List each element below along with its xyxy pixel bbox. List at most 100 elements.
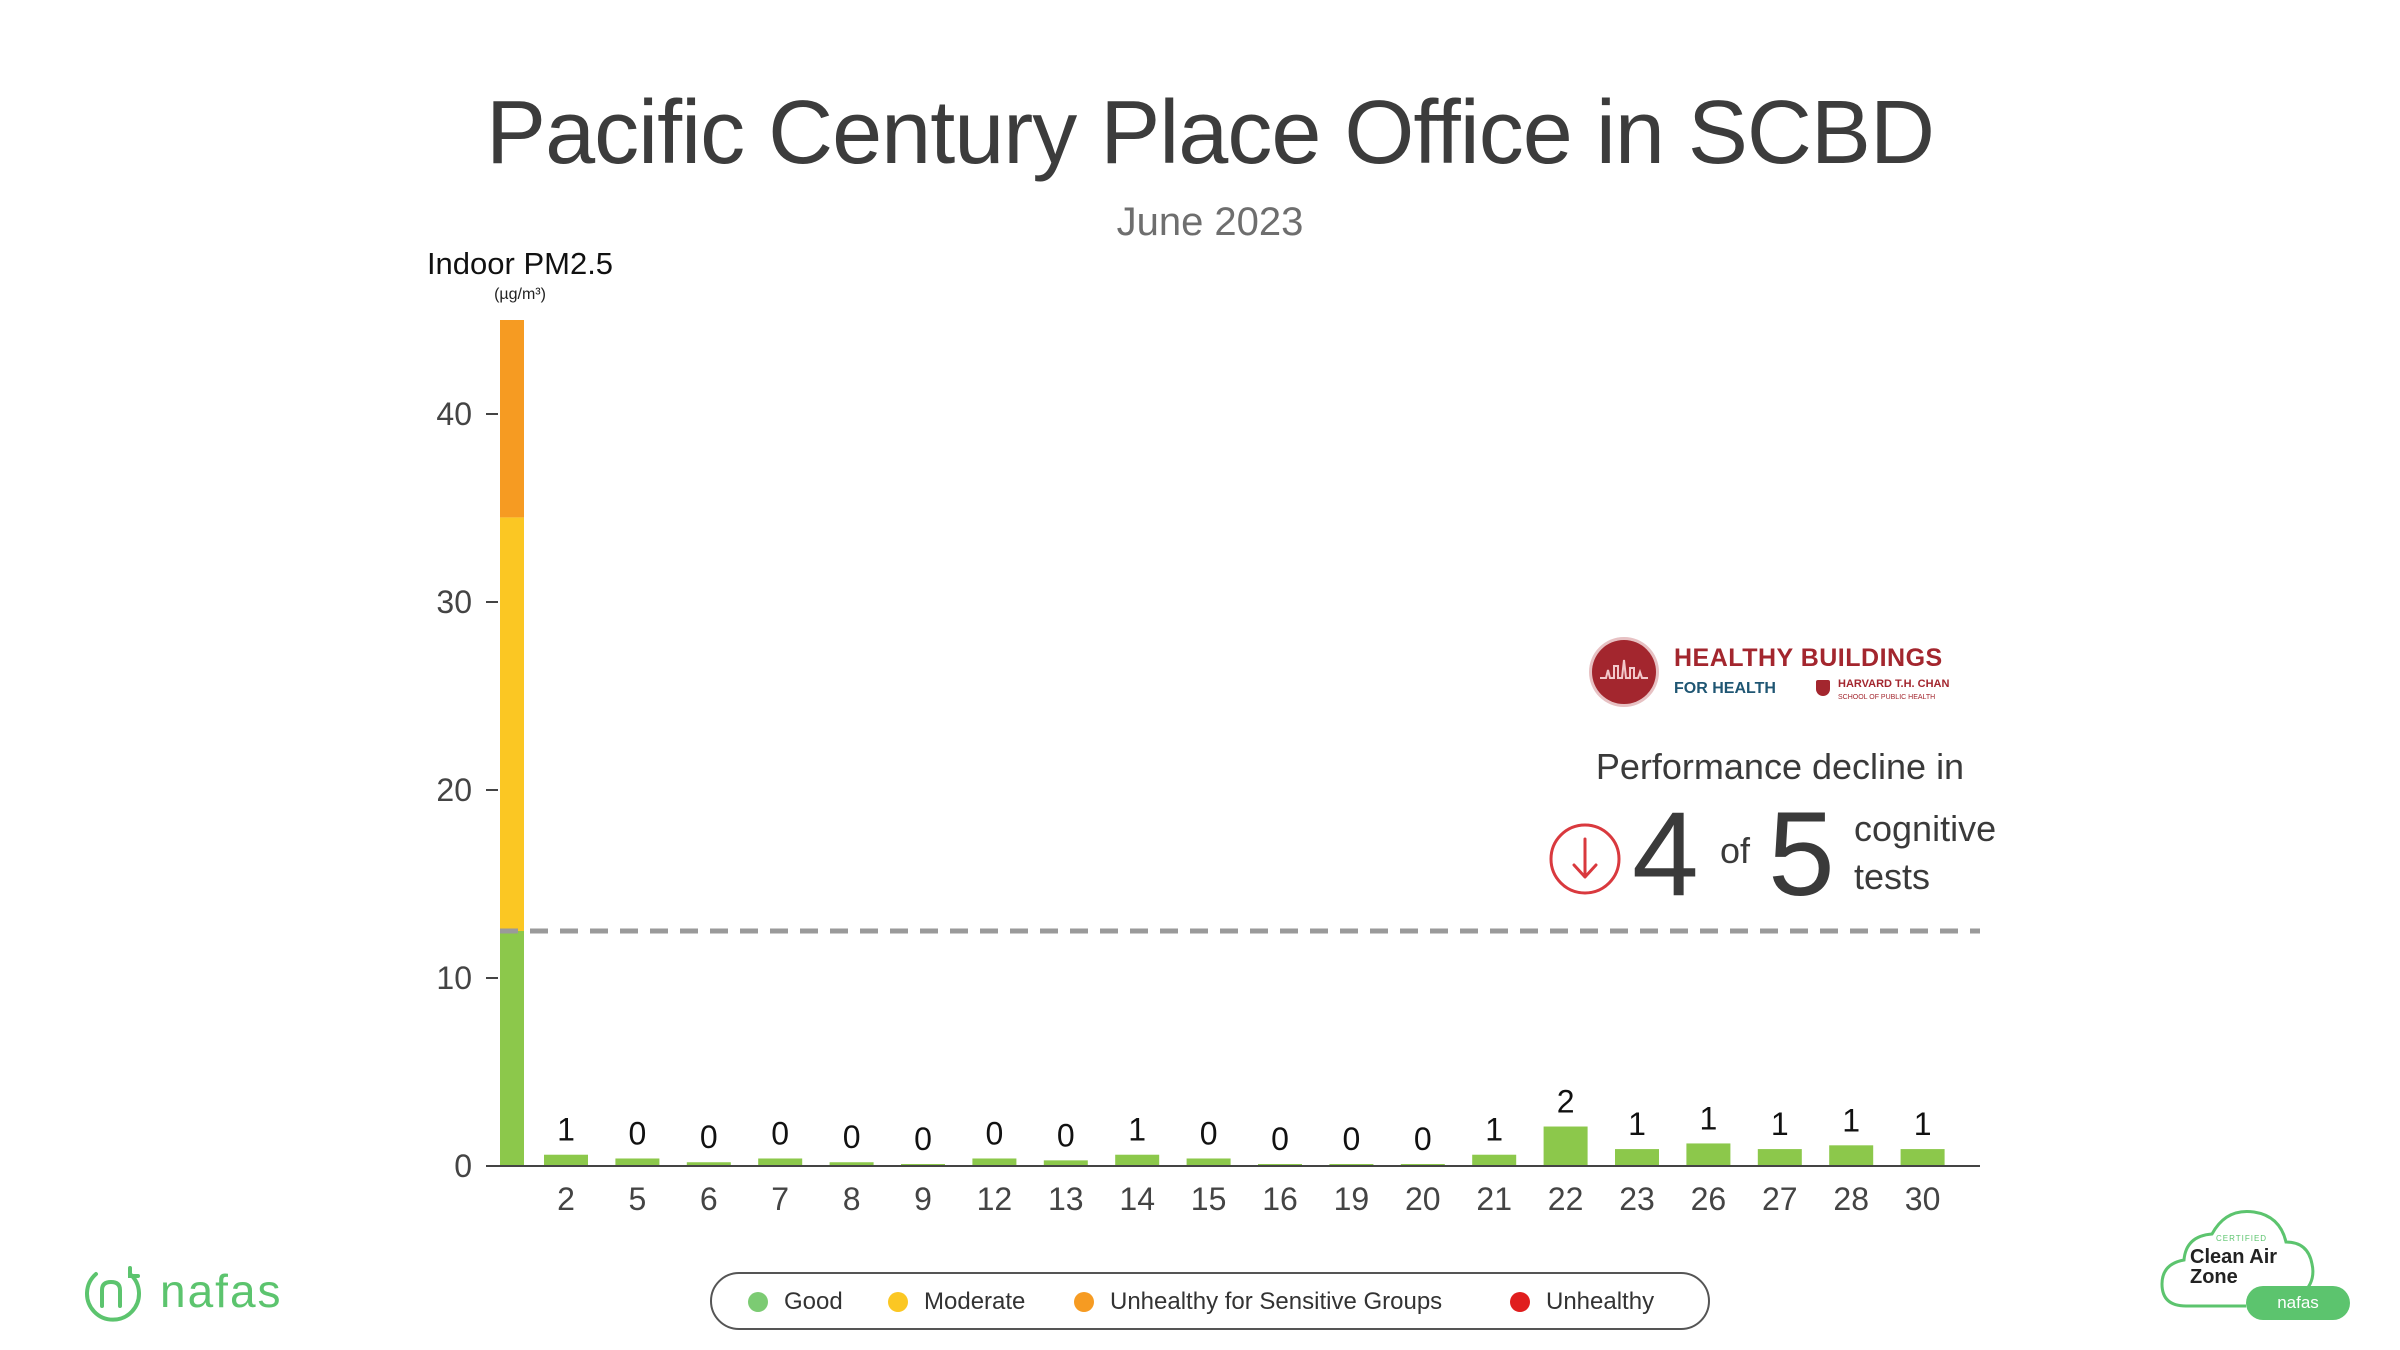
nafas-wordmark: nafas (160, 1265, 283, 1317)
bar-26 (1686, 1143, 1731, 1166)
legend-dot-unhealthy (1510, 1292, 1530, 1312)
data-label-30: 1 (1914, 1106, 1932, 1142)
data-label-13: 0 (1057, 1117, 1075, 1153)
bar-22 (1543, 1126, 1588, 1166)
data-label-8: 0 (843, 1119, 861, 1155)
bar-8 (829, 1162, 874, 1166)
data-label-2: 1 (557, 1112, 575, 1148)
hh-subtitle: FOR HEALTH (1674, 680, 1776, 697)
nafas-brand: nafas (78, 1262, 338, 1326)
badge-pill: nafas (2246, 1286, 2350, 1320)
data-label-20: 0 (1414, 1121, 1432, 1157)
x-tick-label-26: 26 (1691, 1181, 1727, 1217)
legend-dot-moderate (888, 1292, 908, 1312)
bar-28 (1829, 1145, 1874, 1166)
legend-item-unhealthy: Unhealthy (1510, 1288, 1654, 1316)
x-tick-label-28: 28 (1833, 1181, 1869, 1217)
legend-item-good: Good (748, 1288, 843, 1316)
bar-15 (1186, 1158, 1231, 1166)
x-tick-label-2: 2 (557, 1181, 575, 1217)
performance-of: of (1720, 830, 1751, 871)
data-label-27: 1 (1771, 1106, 1789, 1142)
legend-dot-good (748, 1292, 768, 1312)
y-tick-label-0: 0 (454, 1148, 472, 1184)
performance-count: 4 (1632, 787, 1699, 921)
legend-label-usg: Unhealthy for Sensitive Groups (1110, 1288, 1443, 1315)
stacked-bar-segment-0 (500, 931, 524, 1166)
performance-total: 5 (1768, 787, 1835, 921)
legend-label-unhealthy: Unhealthy (1546, 1288, 1655, 1315)
data-label-15: 0 (1200, 1115, 1218, 1151)
x-tick-label-30: 30 (1905, 1181, 1941, 1217)
data-label-5: 0 (629, 1115, 647, 1151)
harvard-school: SCHOOL OF PUBLIC HEALTH (1838, 694, 1936, 701)
data-label-7: 0 (771, 1115, 789, 1151)
performance-title: Performance decline in (1595, 746, 1965, 787)
legend-label-moderate: Moderate (924, 1288, 1026, 1315)
x-tick-label-15: 15 (1191, 1181, 1227, 1217)
harvard-name: HARVARD T.H. CHAN (1838, 678, 1950, 690)
cloud-icon (2160, 1209, 2315, 1308)
y-tick-label-20: 20 (436, 772, 472, 808)
page-title: Pacific Century Place Office in SCBD (486, 83, 1935, 183)
data-label-22: 2 (1557, 1084, 1575, 1120)
y-tick-label-30: 30 (436, 584, 472, 620)
nafas-logo-icon (85, 1266, 141, 1322)
x-tick-label-19: 19 (1334, 1181, 1370, 1217)
clean-air-zone-badge: CERTIFIED Clean Air Zone nafas (2156, 1202, 2352, 1332)
performance-unit-line1: cognitive (1854, 808, 1997, 849)
data-label-12: 0 (986, 1115, 1004, 1151)
x-tick-label-14: 14 (1119, 1181, 1155, 1217)
performance-unit-line2: tests (1854, 856, 1931, 897)
x-tick-label-27: 27 (1762, 1181, 1798, 1217)
legend-label-good: Good (784, 1288, 843, 1315)
harvard-shield-icon (1816, 680, 1830, 696)
hh-title: HEALTHY BUILDINGS (1674, 644, 1943, 672)
legend-dot-usg (1074, 1292, 1094, 1312)
bar-27 (1757, 1149, 1802, 1166)
bar-21 (1472, 1154, 1517, 1166)
y-axis-label: Indoor PM2.5 (426, 246, 614, 281)
legend-item-moderate: Moderate (888, 1288, 1025, 1316)
bar-12 (972, 1158, 1017, 1166)
healthy-buildings-logo: HEALTHY BUILDINGS FOR HEALTH HARVARD T.H… (1592, 636, 1972, 712)
data-label-9: 0 (914, 1121, 932, 1157)
y-axis: 0 10 20 30 40 (436, 396, 498, 1184)
down-arrow-circle-icon (1549, 823, 1621, 895)
legend-item-usg: Unhealthy for Sensitive Groups (1074, 1288, 1442, 1316)
page-subtitle: June 2023 (1116, 200, 1304, 244)
badge-line1: Clean Air (2190, 1246, 2278, 1268)
x-tick-label-16: 16 (1262, 1181, 1298, 1217)
x-tick-label-22: 22 (1548, 1181, 1584, 1217)
badge-certified: CERTIFIED (2216, 1234, 2268, 1243)
data-label-28: 1 (1842, 1102, 1860, 1138)
badge-line2: Zone (2190, 1266, 2238, 1288)
x-tick-label-8: 8 (843, 1181, 861, 1217)
y-tick-label-10: 10 (436, 960, 472, 996)
x-tick-label-21: 21 (1476, 1181, 1512, 1217)
data-label-21: 1 (1485, 1112, 1503, 1148)
x-tick-label-20: 20 (1405, 1181, 1441, 1217)
x-tick-label-6: 6 (700, 1181, 718, 1217)
bar-23 (1615, 1149, 1659, 1166)
bar-6 (686, 1162, 731, 1166)
data-label-23: 1 (1628, 1106, 1646, 1142)
stacked-bar-segment-2 (500, 320, 524, 518)
x-tick-label-23: 23 (1619, 1181, 1655, 1217)
x-tick-label-5: 5 (629, 1181, 647, 1217)
bar-14 (1115, 1154, 1160, 1166)
data-label-26: 1 (1700, 1100, 1718, 1136)
data-label-6: 0 (700, 1119, 718, 1155)
bar-2 (544, 1154, 588, 1166)
y-axis-unit: (µg/m³) (494, 286, 546, 303)
legend: Good Moderate Unhealthy for Sensitive Gr… (710, 1272, 1710, 1330)
data-label-19: 0 (1343, 1121, 1361, 1157)
stacked-bar-segment-1 (500, 517, 524, 931)
bar-30 (1900, 1149, 1945, 1166)
bar-13 (1043, 1160, 1088, 1166)
x-tick-label-7: 7 (771, 1181, 789, 1217)
data-label-16: 0 (1271, 1121, 1289, 1157)
city-skyline-icon (1592, 640, 1656, 704)
bar-7 (758, 1158, 803, 1166)
